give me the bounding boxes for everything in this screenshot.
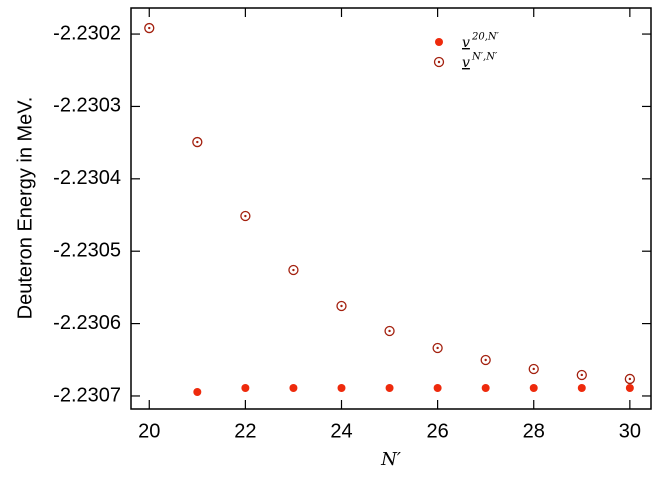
point <box>192 136 203 148</box>
point <box>481 384 490 393</box>
plot-frame <box>130 7 652 410</box>
y-tick-label: -2.2304 <box>53 167 121 189</box>
legend-superscript: 20,N′ <box>471 32 500 43</box>
point-ring <box>624 373 636 385</box>
point <box>240 210 251 222</box>
point-ring <box>528 363 539 375</box>
point <box>241 384 250 393</box>
point-ring <box>384 325 395 337</box>
point <box>433 384 442 393</box>
y-tick-label: -2.2306 <box>53 312 121 334</box>
point-ring <box>576 369 587 381</box>
point-dot <box>148 26 151 30</box>
y-tick-label: -2.2302 <box>53 22 121 44</box>
point-dot <box>437 60 441 64</box>
point <box>144 22 155 34</box>
point-ring <box>288 264 299 276</box>
y-tick-label: -2.2305 <box>53 239 121 261</box>
y-axis-label: Deuteron Energy in MeV. <box>14 97 36 320</box>
point <box>336 300 347 312</box>
legend-label: v <box>462 35 470 51</box>
legend-superscript: N′,N′ <box>471 52 498 63</box>
x-tick-label: 20 <box>138 420 160 442</box>
point <box>576 369 587 381</box>
point-ring <box>433 56 445 68</box>
point-dot <box>388 329 391 333</box>
point-dot <box>532 367 535 371</box>
point <box>528 363 539 375</box>
point <box>435 38 443 46</box>
point <box>385 384 394 393</box>
point-ring <box>144 22 155 34</box>
point <box>577 384 586 393</box>
point-ring <box>336 300 347 312</box>
x-tick-label: 28 <box>523 420 545 442</box>
point <box>337 384 346 393</box>
point-dot <box>628 377 632 381</box>
x-tick-label: 24 <box>330 420 352 442</box>
point-dot <box>340 304 343 308</box>
point <box>432 342 443 354</box>
point-dot <box>484 358 487 362</box>
point <box>529 384 538 393</box>
point-dot <box>196 140 199 144</box>
point-dot <box>244 214 247 218</box>
point-dot <box>292 268 295 272</box>
y-tick-label: -2.2307 <box>53 384 121 406</box>
point-dot <box>580 373 583 377</box>
point <box>433 56 445 68</box>
point-ring <box>432 342 443 354</box>
point-ring <box>480 354 491 366</box>
point <box>193 387 202 396</box>
point-ring <box>240 210 251 222</box>
point <box>480 354 491 366</box>
point <box>624 373 636 385</box>
x-tick-label: 26 <box>426 420 448 442</box>
point <box>288 264 299 276</box>
legend-label: v <box>462 55 470 71</box>
point <box>289 384 298 393</box>
point-dot <box>436 346 439 350</box>
point <box>384 325 395 337</box>
x-tick-label: 30 <box>619 420 641 442</box>
x-tick-label: 22 <box>234 420 256 442</box>
point <box>625 384 634 393</box>
x-axis-label: N′ <box>380 449 401 470</box>
point-ring <box>192 136 203 148</box>
y-tick-label: -2.2303 <box>53 95 121 117</box>
